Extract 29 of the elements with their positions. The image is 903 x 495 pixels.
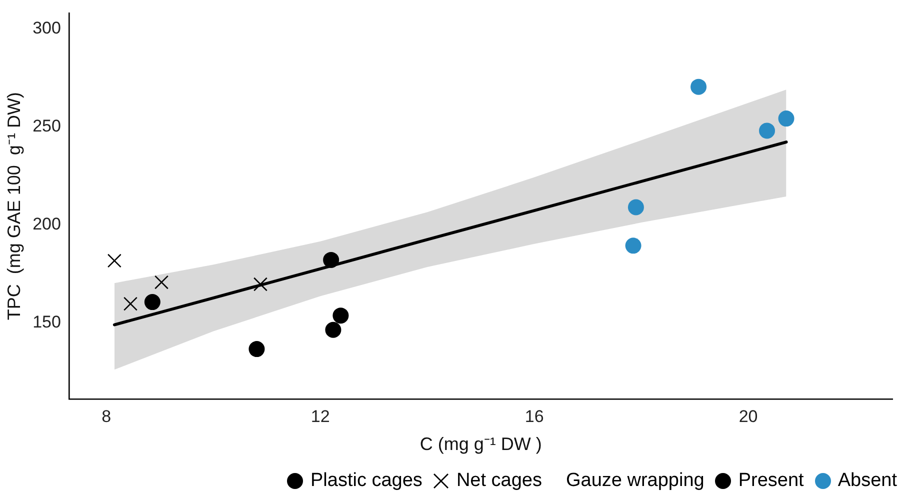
x-tick-label: 12	[310, 406, 330, 426]
legend-label: Net cages	[456, 470, 542, 492]
point	[253, 277, 268, 292]
point	[123, 296, 138, 311]
legend-label: Plastic cages	[310, 470, 422, 492]
point	[628, 199, 644, 216]
legend-label: Absent	[838, 470, 897, 492]
y-tick-label: 150	[32, 312, 61, 332]
y-tick-label: 200	[32, 214, 61, 234]
point	[759, 122, 775, 139]
point	[154, 275, 169, 290]
x-tick-label: 20	[738, 406, 758, 426]
point	[332, 308, 349, 324]
y-tick-label: 250	[32, 116, 61, 136]
point	[625, 238, 642, 254]
legend-label: Present	[738, 470, 804, 492]
point	[107, 254, 122, 268]
point	[778, 110, 794, 127]
x-axis-title: C (mg g⁻¹ DW )	[420, 434, 542, 454]
y-tick-label: 300	[32, 18, 61, 38]
point	[144, 294, 160, 310]
point	[325, 322, 342, 338]
legend-title: Gauze wrapping	[566, 470, 704, 492]
x-tick-label: 16	[524, 406, 544, 426]
point	[690, 78, 707, 95]
x-tick-label: 8	[102, 406, 112, 426]
point	[323, 252, 340, 268]
y-axis-title: TPC (mg GAE 100 g⁻¹ DW)	[4, 92, 24, 320]
point	[248, 341, 265, 358]
